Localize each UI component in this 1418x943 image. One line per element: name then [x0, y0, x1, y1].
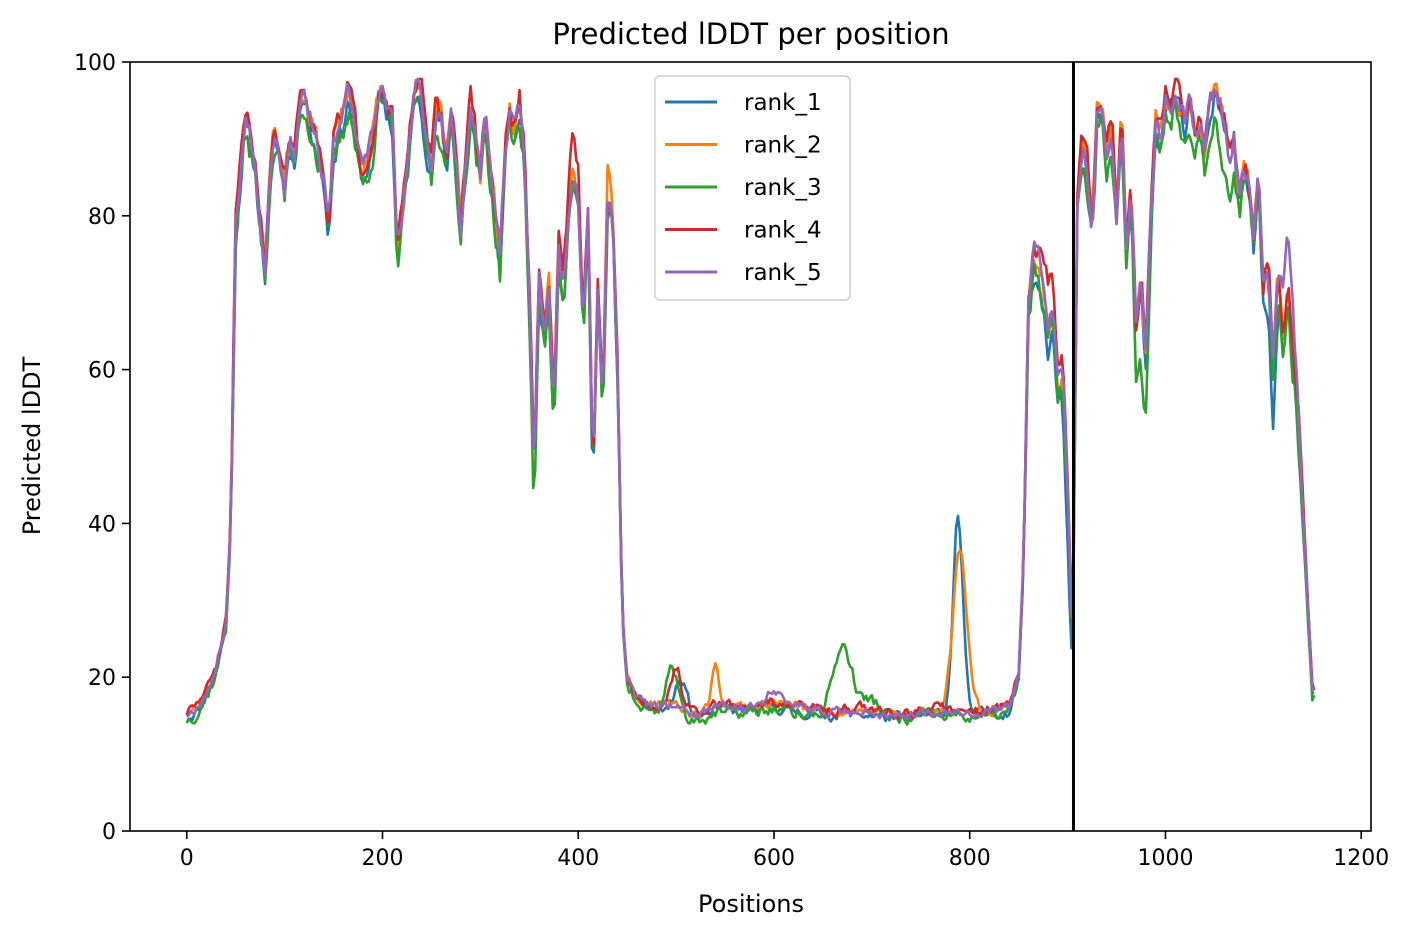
x-tick-label: 1200 [1333, 846, 1389, 871]
x-tick-label: 800 [949, 846, 991, 871]
y-tick-label: 80 [88, 205, 116, 230]
chart-title: Predicted lDDT per position [552, 17, 949, 51]
x-tick-label: 200 [362, 846, 404, 871]
x-axis-ticks: 0 200 400 600 800 1000 1200 [180, 831, 1389, 871]
legend-label-rank_5: rank_5 [744, 260, 822, 286]
legend-label-rank_1: rank_1 [744, 90, 822, 116]
y-tick-label: 40 [88, 512, 116, 537]
y-axis-ticks: 0 20 40 60 80 100 [74, 51, 130, 845]
legend: rank_1 rank_2 rank_3 rank_4 rank_5 [654, 75, 851, 301]
series-layer [185, 77, 1316, 726]
y-tick-label: 60 [88, 359, 116, 384]
legend-label-rank_4: rank_4 [744, 218, 822, 244]
x-axis-label: Positions [698, 890, 804, 918]
y-axis-label: Predicted lDDT [18, 356, 46, 535]
x-tick-label: 1000 [1137, 846, 1193, 871]
y-tick-label: 0 [102, 820, 116, 845]
legend-label-rank_2: rank_2 [744, 133, 822, 159]
y-tick-label: 100 [74, 51, 116, 76]
x-tick-label: 400 [557, 846, 599, 871]
y-tick-label: 20 [88, 666, 116, 691]
x-tick-label: 0 [180, 846, 194, 871]
plot-frame [129, 61, 1372, 832]
x-tick-label: 600 [753, 846, 795, 871]
series-line-rank_5 [186, 77, 1316, 721]
legend-frame [654, 75, 851, 301]
series-line-rank_3 [185, 94, 1316, 726]
legend-label-rank_3: rank_3 [744, 175, 822, 201]
